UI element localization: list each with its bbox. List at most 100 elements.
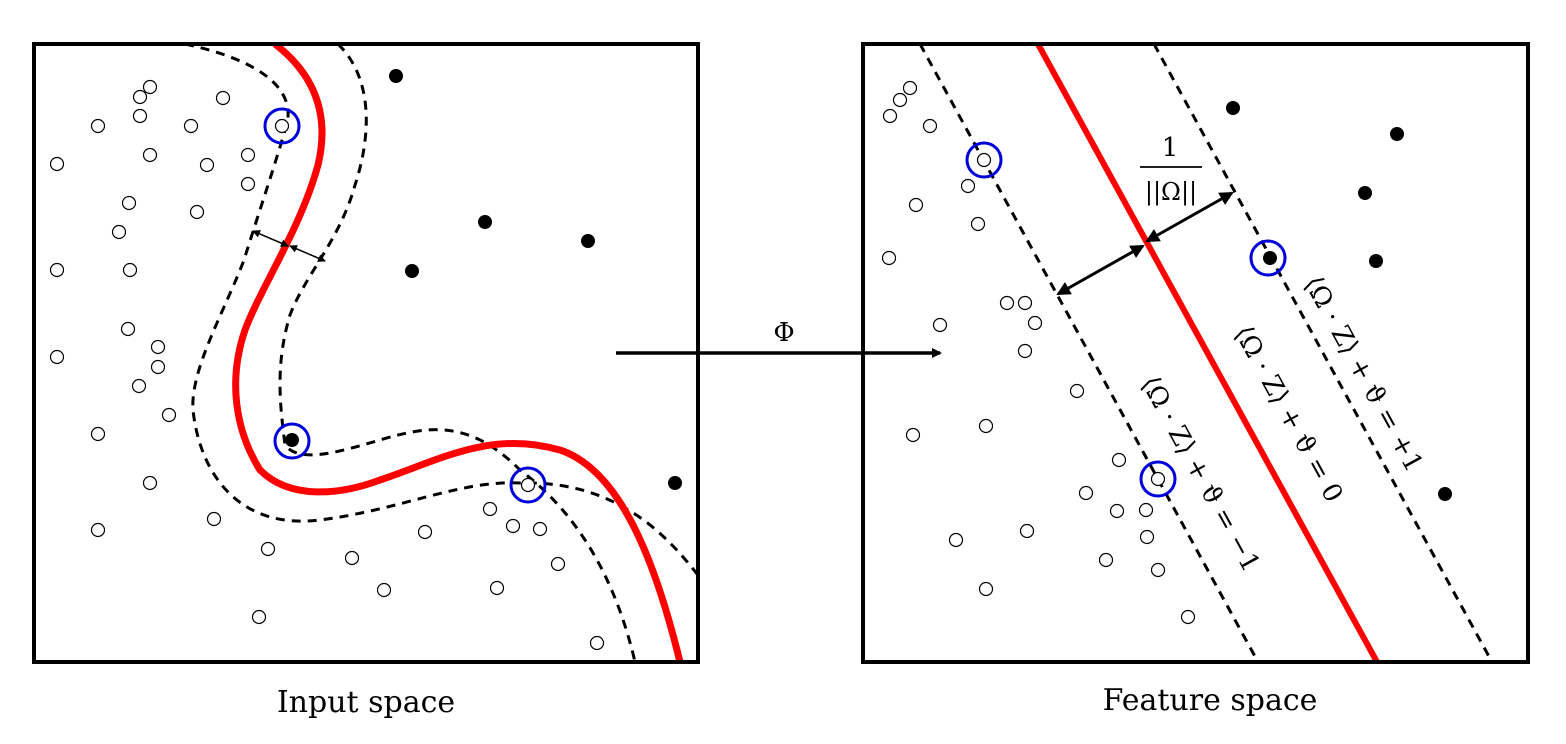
input-space-caption: Input space	[277, 685, 455, 720]
feature-point-negative	[922, 118, 938, 134]
feature-point-negative	[1017, 295, 1033, 311]
input-filled-points	[285, 69, 682, 490]
feature-point-negative	[970, 216, 986, 232]
feature-margin-arrow-lower	[1056, 244, 1145, 296]
support-vector-ring	[1139, 460, 1177, 498]
feature-point-negative	[1111, 452, 1127, 468]
input-point-negative	[49, 262, 65, 278]
support-vector-ring	[965, 141, 1003, 179]
feature-point-negative	[999, 295, 1015, 311]
input-point-negative	[589, 635, 605, 651]
input-point-negative	[376, 582, 392, 598]
feature-point-positive	[1369, 254, 1383, 268]
feature-point-negative	[881, 250, 897, 266]
input-margin-arrow-right	[289, 245, 326, 262]
input-point-negative	[489, 580, 505, 596]
feature-margin-line-positive	[1152, 44, 1494, 662]
feature-open-points	[881, 80, 1196, 625]
feature-point-positive	[1358, 186, 1372, 200]
feature-point-negative	[1098, 552, 1114, 568]
input-point-positive	[389, 69, 403, 83]
input-point-positive	[478, 215, 492, 229]
feature-support-point-negative	[1150, 471, 1166, 487]
input-point-negative	[120, 321, 136, 337]
input-point-negative	[199, 157, 215, 173]
input-point-positive	[405, 264, 419, 278]
margin-numerator: 1	[1162, 133, 1179, 163]
input-point-negative	[206, 511, 222, 527]
feature-margin-arrow-upper	[1145, 191, 1234, 243]
input-point-negative	[251, 609, 267, 625]
feature-point-negative	[882, 108, 898, 124]
input-point-negative	[90, 522, 106, 538]
input-point-negative	[550, 556, 566, 572]
support-vector-ring	[1249, 239, 1287, 277]
input-point-negative	[189, 204, 205, 220]
feature-point-positive	[1390, 127, 1404, 141]
feature-point-negative	[932, 317, 948, 333]
feature-point-negative	[948, 532, 964, 548]
feature-point-negative	[892, 92, 908, 108]
input-point-positive	[668, 476, 682, 490]
feature-point-negative	[1150, 562, 1166, 578]
input-point-negative	[161, 407, 177, 423]
support-vector-ring	[263, 107, 301, 145]
feature-support-point-positive	[1263, 251, 1277, 265]
feature-point-negative	[1019, 523, 1035, 539]
input-open-points	[49, 79, 605, 651]
input-point-negative	[142, 147, 158, 163]
feature-point-negative	[978, 418, 994, 434]
input-point-negative	[240, 147, 256, 163]
input-margin-upper	[184, 44, 698, 576]
feature-space-frame	[861, 42, 1530, 664]
feature-margin-line-negative	[918, 44, 1260, 662]
input-point-negative	[482, 501, 498, 517]
input-support-point-negative	[520, 477, 536, 493]
input-point-negative	[215, 90, 231, 106]
input-point-negative	[132, 89, 148, 105]
input-point-negative	[111, 224, 127, 240]
input-point-negative	[240, 176, 256, 192]
feature-point-negative	[1069, 383, 1085, 399]
input-point-positive	[581, 234, 595, 248]
mapping-label: Φ	[773, 318, 794, 348]
input-support-point-negative	[274, 118, 290, 134]
input-point-negative	[121, 195, 137, 211]
input-point-negative	[417, 524, 433, 540]
margin-denominator: ||Ω||	[1145, 178, 1197, 207]
mapping-arrow-group: Φ	[616, 318, 942, 358]
input-point-negative	[183, 118, 199, 134]
input-point-negative	[532, 521, 548, 537]
input-point-negative	[49, 156, 65, 172]
feature-point-negative	[1180, 609, 1196, 625]
input-point-negative	[260, 541, 276, 557]
input-margin-arrow-left	[252, 230, 289, 247]
input-point-negative	[131, 378, 147, 394]
input-point-negative	[90, 426, 106, 442]
feature-point-negative	[978, 581, 994, 597]
input-point-negative	[90, 118, 106, 134]
support-vector-ring	[273, 422, 311, 460]
feature-support-vector-rings	[965, 141, 1287, 498]
feature-point-negative	[960, 178, 976, 194]
feature-space-panel: 1 ||Ω||	[861, 42, 1530, 718]
input-space-panel: Input space	[32, 42, 700, 720]
feature-space-caption: Feature space	[1103, 683, 1318, 718]
input-point-negative	[505, 518, 521, 534]
feature-point-negative	[1017, 343, 1033, 359]
feature-point-negative	[905, 427, 921, 443]
hyperplane-label-decision: ⟨Ω · Z⟩ + ϑ = 0	[1228, 321, 1349, 508]
feature-point-positive	[1438, 487, 1452, 501]
feature-point-negative	[1138, 502, 1154, 518]
feature-support-point-negative	[976, 152, 992, 168]
feature-point-negative	[1139, 529, 1155, 545]
input-point-negative	[150, 339, 166, 355]
feature-point-negative	[908, 197, 924, 213]
input-margin-lower	[278, 44, 637, 662]
support-vector-ring	[509, 466, 547, 504]
feature-point-negative	[1109, 503, 1125, 519]
input-point-negative	[122, 262, 138, 278]
margin-width-label: 1 ||Ω||	[1140, 133, 1202, 207]
feature-decision-boundary	[1035, 44, 1380, 662]
